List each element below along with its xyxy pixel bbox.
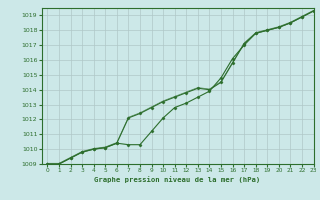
X-axis label: Graphe pression niveau de la mer (hPa): Graphe pression niveau de la mer (hPa) bbox=[94, 176, 261, 183]
